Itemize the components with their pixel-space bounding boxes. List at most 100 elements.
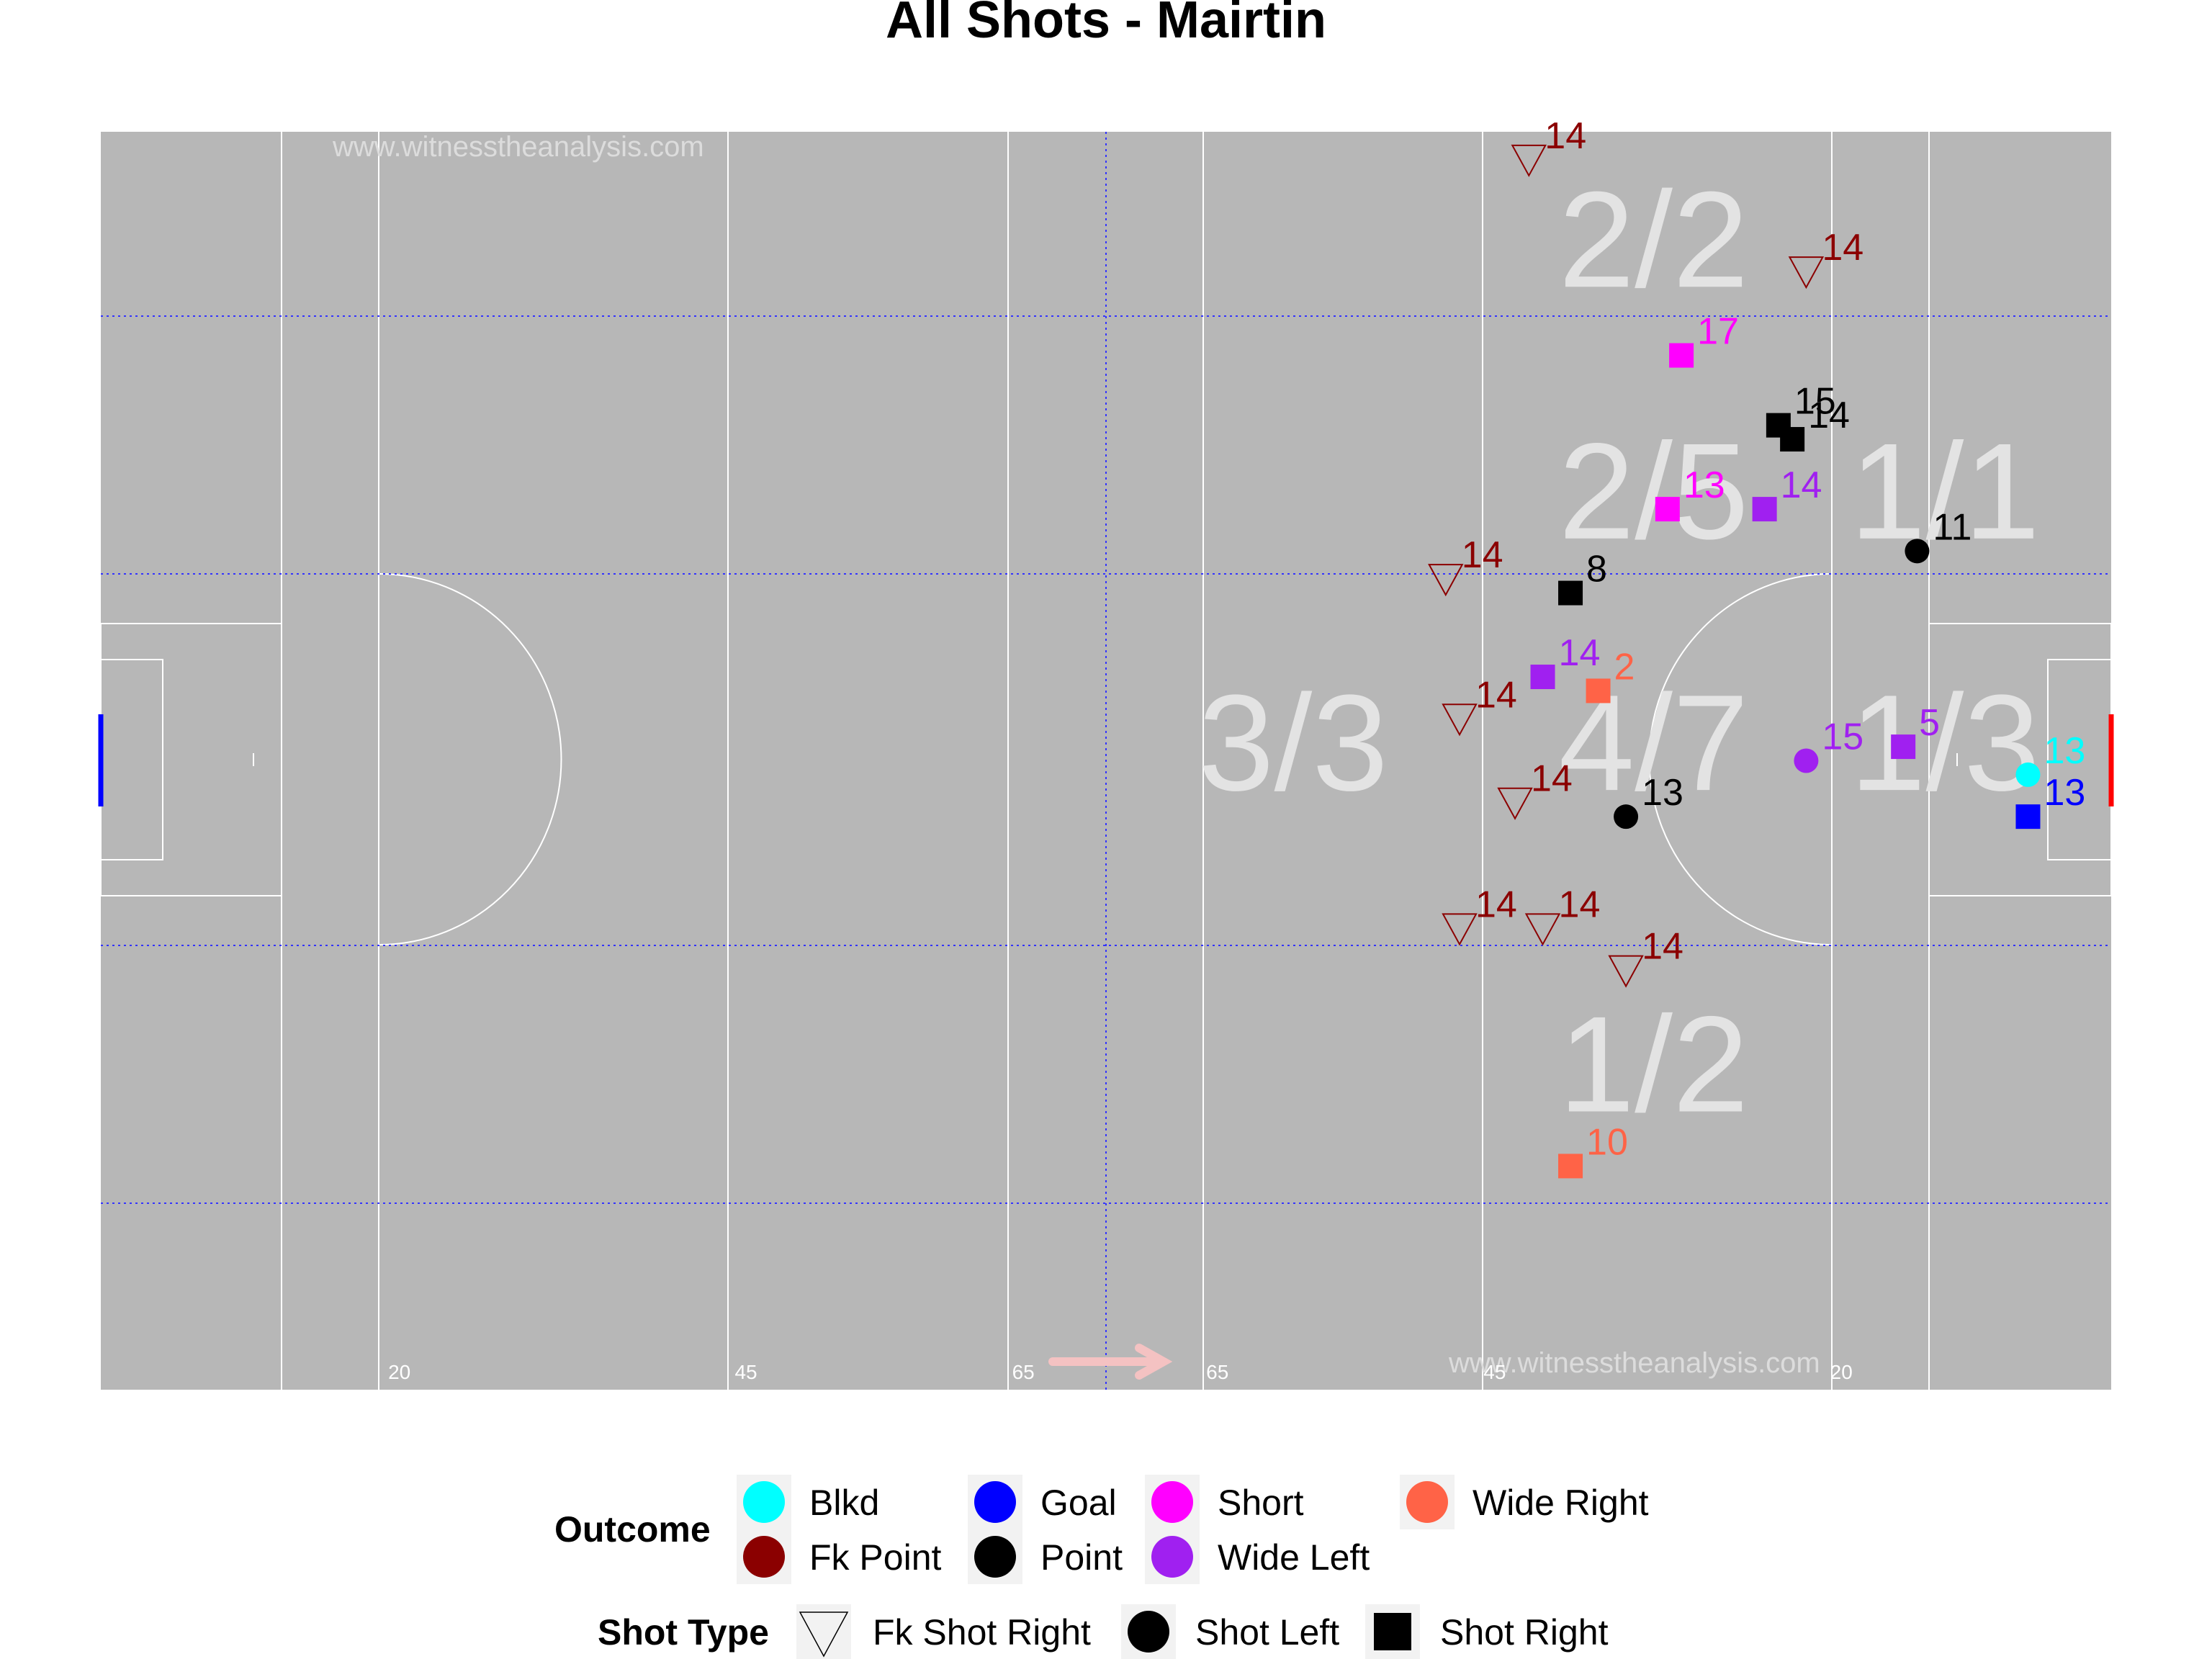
shot-label-9: 8 xyxy=(1586,549,1607,590)
legend: Outcome Blkd Fk Point Goal Point Short xyxy=(554,1475,1649,1659)
zone-label-5: 1/3 xyxy=(1850,667,2040,819)
legend-item-fk-shot-right: Fk Shot Right xyxy=(796,1604,1091,1659)
zone-label-6: 1/2 xyxy=(1559,989,1749,1141)
zone-label-3: 3/3 xyxy=(1198,667,1388,819)
shot-point-0-fk-point xyxy=(1511,144,1547,177)
legend-label-fk-point: Fk Point xyxy=(809,1537,942,1578)
shot-point-9-point xyxy=(1558,580,1583,606)
legend-swatch-shot-right xyxy=(1374,1613,1411,1650)
shot-label-3: 15 xyxy=(1794,381,1836,423)
legend-item-wide-left: Wide Left xyxy=(1145,1529,1370,1584)
shot-point-6-wide-left xyxy=(1752,497,1777,522)
shot-label-8: 14 xyxy=(1462,534,1503,576)
pitch-mark-5: 20 xyxy=(1830,1361,1853,1383)
shot-label-22: 10 xyxy=(1586,1121,1628,1163)
watermark-top: www.witnesstheanalysis.com xyxy=(332,131,704,163)
shot-point-19-fk-point xyxy=(1442,913,1478,946)
legend-item-wide-right: Wide Right xyxy=(1400,1475,1649,1529)
legend-swatch-goal xyxy=(974,1481,1016,1523)
zone-label-2: 1/1 xyxy=(1850,415,2040,568)
legend-label-wide-right: Wide Right xyxy=(1473,1483,1649,1523)
legend-item-goal: Goal xyxy=(968,1475,1117,1529)
legend-swatch-point xyxy=(974,1536,1016,1578)
shot-label-5: 13 xyxy=(1683,464,1725,506)
shot-point-18-point xyxy=(1614,804,1639,830)
arc-right xyxy=(1648,573,1833,945)
direction-arrow xyxy=(1048,1344,1173,1380)
pitch-distance-labels: 20 45 65 65 45 20 xyxy=(388,1361,1853,1383)
shot-point-8-fk-point xyxy=(1428,564,1464,597)
legend-item-short: Short xyxy=(1145,1475,1304,1529)
legend-label-short: Short xyxy=(1218,1483,1304,1523)
shot-point-20-fk-point xyxy=(1524,913,1561,946)
legend-label-wide-left: Wide Left xyxy=(1218,1537,1370,1578)
shot-label-7: 11 xyxy=(1933,506,1972,548)
shot-point-11-wide-right xyxy=(1586,678,1611,703)
legend-swatch-fk-shot-right xyxy=(799,1611,849,1658)
legend-swatch-wide-right xyxy=(1406,1481,1448,1523)
legend-swatch-shot-left xyxy=(1128,1611,1169,1653)
shot-label-17: 14 xyxy=(1531,758,1573,800)
shot-label-16: 13 xyxy=(2044,772,2085,814)
shot-label-11: 2 xyxy=(1614,646,1635,688)
legend-label-point: Point xyxy=(1040,1537,1123,1578)
shot-label-13: 5 xyxy=(1919,702,1940,744)
shot-label-12: 14 xyxy=(1475,674,1517,716)
shot-point-14-wide-left xyxy=(1794,748,1819,773)
shot-point-5-short xyxy=(1655,497,1680,522)
pitch-mark-2: 65 xyxy=(1012,1361,1035,1383)
pitch-mark-0: 20 xyxy=(388,1361,410,1383)
legend-item-blkd: Blkd xyxy=(737,1475,879,1529)
chart-title: All Shots - Mairtin xyxy=(886,0,1326,49)
legend-item-shot-left: Shot Left xyxy=(1121,1604,1339,1659)
legend-label-blkd: Blkd xyxy=(809,1483,879,1523)
zone-label-0: 2/2 xyxy=(1559,163,1749,316)
shot-label-1: 14 xyxy=(1822,227,1863,269)
shot-label-10: 14 xyxy=(1559,632,1601,674)
legend-label-shot-right: Shot Right xyxy=(1440,1612,1609,1653)
legend-item-shot-right: Shot Right xyxy=(1365,1604,1609,1659)
pitch-mark-4: 45 xyxy=(1483,1361,1506,1383)
shot-label-14: 15 xyxy=(1822,716,1863,758)
legend-swatch-fk-point xyxy=(743,1536,785,1578)
legend-item-fk-point: Fk Point xyxy=(737,1529,942,1584)
legend-shot-type-title: Shot Type xyxy=(598,1612,769,1653)
legend-item-point: Point xyxy=(968,1529,1123,1584)
shot-point-22-wide-right xyxy=(1558,1154,1583,1179)
shot-point-16-goal xyxy=(2015,804,2041,830)
shot-point-17-fk-point xyxy=(1497,787,1533,820)
zone-labels: 2/22/5 1/13/3 4/7 1/31/2 xyxy=(1198,163,2040,1141)
legend-swatch-blkd xyxy=(743,1481,785,1523)
shot-label-20: 14 xyxy=(1559,884,1601,925)
legend-swatch-wide-left xyxy=(1151,1536,1193,1578)
legend-swatch-short xyxy=(1151,1481,1193,1523)
shot-label-2: 17 xyxy=(1697,311,1739,353)
shot-label-21: 14 xyxy=(1642,926,1683,968)
shot-label-6: 14 xyxy=(1781,464,1822,506)
legend-label-shot-left: Shot Left xyxy=(1195,1612,1339,1653)
shot-point-10-wide-left xyxy=(1530,665,1555,690)
legend-label-goal: Goal xyxy=(1040,1483,1117,1523)
shot-point-4-point xyxy=(1780,427,1805,452)
watermark-bottom: www.witnesstheanalysis.com xyxy=(1448,1347,1820,1379)
shot-point-1-fk-point xyxy=(1788,256,1825,289)
shot-point-15-blkd xyxy=(2015,762,2041,787)
shot-label-15: 13 xyxy=(2044,730,2085,772)
legend-label-fk-shot-right: Fk Shot Right xyxy=(873,1612,1091,1653)
legend-outcome-title: Outcome xyxy=(554,1509,711,1550)
pitch-mark-3: 65 xyxy=(1206,1361,1228,1383)
shot-label-18: 13 xyxy=(1642,772,1683,814)
shot-point-21-fk-point xyxy=(1608,955,1644,988)
shot-point-7-point xyxy=(1905,539,1930,564)
zone-label-1: 2/5 xyxy=(1559,415,1749,568)
shot-label-4: 14 xyxy=(1808,395,1850,436)
arc-left xyxy=(378,573,562,945)
shot-point-13-wide-left xyxy=(1891,734,1916,760)
shot-point-12-fk-point xyxy=(1442,703,1478,737)
shot-point-2-short xyxy=(1669,343,1694,368)
pitch-mark-1: 45 xyxy=(734,1361,757,1383)
pitch: www.witnesstheanalysis.com www.witnessth… xyxy=(98,131,2114,1390)
shot-label-0: 14 xyxy=(1545,115,1586,157)
